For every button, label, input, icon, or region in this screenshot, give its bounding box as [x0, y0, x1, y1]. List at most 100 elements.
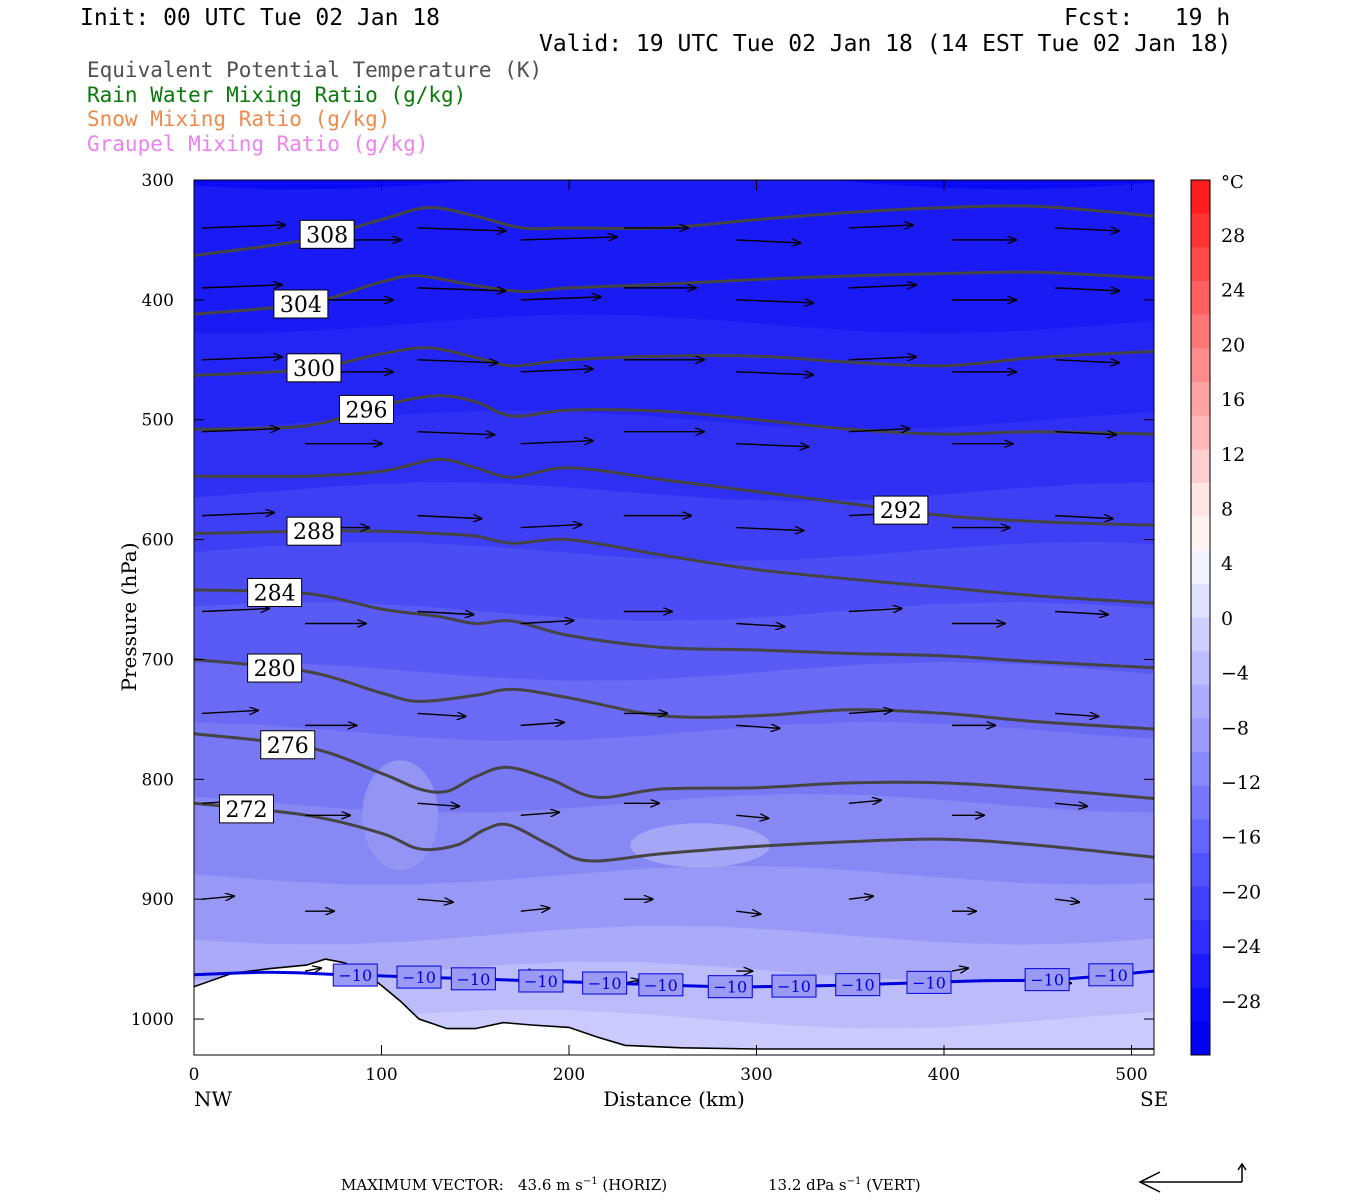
- colorbar-segment: [1191, 617, 1210, 652]
- wind-vector: [417, 899, 453, 902]
- colorbar-segment: [1191, 280, 1210, 316]
- wind-vector: [520, 297, 601, 300]
- isotherm-label: −10: [713, 978, 747, 997]
- temperature-colorbar: 28 24 20 16 12 8 4 0 −4 −8 −12 −16 −20 −24 −28: [1190, 179, 1261, 1056]
- isotherm-label-box: [707, 975, 753, 999]
- terrain-line: [194, 958, 1154, 1050]
- max-vector-horiz: 43.6 m s−1 (HORIZ): [518, 1176, 667, 1194]
- colorbar-label: −12: [1221, 772, 1261, 794]
- legend-graupel: Graupel Mixing Ratio (g/kg): [87, 132, 429, 156]
- colorbar-frame: [1190, 179, 1211, 1056]
- x-tick-label: 0: [189, 1065, 200, 1085]
- wind-vector: [520, 237, 617, 240]
- wind-vector: [848, 429, 910, 432]
- wind-vector: [736, 300, 813, 303]
- contour-label-box: [299, 219, 355, 249]
- y-tick-label: 900: [142, 890, 174, 910]
- isotherm-label: −10: [402, 968, 436, 987]
- contour-label-box: [260, 730, 316, 760]
- wind-vector: [736, 623, 784, 626]
- isotherm-label: −10: [588, 974, 622, 993]
- vert-unit: (VERT): [861, 1176, 921, 1194]
- vert-value: 13.2 dPa s: [768, 1176, 847, 1194]
- colorbar-segment: [1191, 684, 1210, 719]
- colorbar-segment: [1191, 920, 1210, 955]
- wind-vector: [736, 528, 803, 531]
- legend-theta-e: Equivalent Potential Temperature (K): [87, 58, 543, 82]
- horiz-value: 43.6 m s: [518, 1176, 583, 1194]
- wind-vector: [417, 432, 495, 435]
- colorbar-segment: [1191, 213, 1210, 248]
- init-time: Init: 00 UTC Tue 02 Jan 18: [80, 5, 441, 31]
- contour-label-292: 292: [880, 499, 922, 524]
- horiz-unit: (HORIZ): [597, 1176, 668, 1194]
- isotherm-label: −10: [644, 976, 678, 995]
- wind-vector: [201, 357, 282, 360]
- isotherm-minus10: −10 −10 −10 −10 −10 −10 −10 −10 −10 −10 −10 −10: [194, 963, 1154, 999]
- contour-label-box: [219, 794, 274, 824]
- theta-e-contour-280: [194, 658, 1154, 731]
- wind-vector: [848, 357, 916, 360]
- theta-e-contour-272: [194, 801, 1154, 863]
- y-tick-label: 1000: [131, 1010, 174, 1030]
- colorbar-segment: [1191, 954, 1210, 989]
- wind-vector: [848, 800, 881, 803]
- wind-vector: [1055, 899, 1079, 902]
- isotherm-label-box: [906, 970, 952, 994]
- colorbar-segment: [1191, 314, 1210, 349]
- wind-vector: [201, 609, 269, 612]
- theta-e-contour-276: [194, 732, 1154, 800]
- wind-vector: [201, 429, 279, 432]
- horiz-exp: −1: [582, 1176, 598, 1187]
- isotherm-label: −10: [777, 977, 811, 996]
- colorbar-segment: [1191, 381, 1210, 417]
- wind-vector: [520, 908, 550, 911]
- colorbar-segment: [1191, 449, 1210, 484]
- contour-label-box: [247, 578, 303, 608]
- contour-label-box: [339, 394, 394, 424]
- x-tick-label: 400: [928, 1065, 960, 1085]
- isotherm-label: −10: [338, 966, 372, 985]
- wind-vector: [1055, 432, 1116, 435]
- legend-snow: Snow Mixing Ratio (g/kg): [87, 107, 391, 131]
- contour-label-300: 300: [293, 357, 335, 382]
- wind-vector: [417, 803, 460, 806]
- vert-exp: −1: [846, 1176, 862, 1187]
- wind-vector: [417, 360, 498, 363]
- wind-vector: [736, 372, 813, 375]
- isotherm-label-box: [1024, 968, 1070, 992]
- max-vector-vert: 13.2 dPa s−1 (VERT): [768, 1176, 921, 1194]
- terrain: [194, 958, 1154, 1055]
- theta-e-contour-284: [194, 588, 1154, 670]
- wind-vector: [520, 525, 582, 528]
- wind-vector: [736, 911, 760, 914]
- wind-vector: [1055, 360, 1119, 363]
- y-tick-label: 300: [142, 171, 174, 191]
- colorbar-label: 0: [1221, 608, 1233, 630]
- isotherm-label-box: [450, 967, 496, 991]
- colorbar-segment: [1191, 819, 1210, 854]
- wind-vector: [1055, 612, 1108, 615]
- isotherm-label-box: [835, 973, 881, 997]
- wind-vector: [848, 710, 892, 713]
- wind-vector: [736, 444, 808, 447]
- colorbar-label: −28: [1221, 991, 1261, 1013]
- terrain-fill: [194, 959, 1154, 1055]
- colorbar-label: −24: [1221, 936, 1261, 958]
- colorbar-label: 16: [1221, 389, 1245, 411]
- colorbar-segment: [1191, 516, 1210, 551]
- colorbar-label: 8: [1221, 499, 1233, 521]
- contour-label-304: 304: [280, 293, 322, 318]
- wind-vector: [1055, 803, 1087, 806]
- cold-pocket: [630, 823, 771, 868]
- wind-vector: [520, 441, 593, 444]
- forecast-hour: Fcst: 19 h: [1064, 5, 1231, 31]
- colorbar-segment: [1191, 247, 1210, 282]
- colorbar-label: −8: [1221, 717, 1249, 739]
- contour-label-box: [273, 289, 329, 319]
- colorbar-segment: [1191, 718, 1210, 753]
- wind-vector: [1055, 713, 1098, 716]
- x-tick-label: 100: [365, 1065, 397, 1085]
- legend-rain-water: Rain Water Mixing Ratio (g/kg): [87, 83, 467, 107]
- contour-label-box: [286, 353, 342, 383]
